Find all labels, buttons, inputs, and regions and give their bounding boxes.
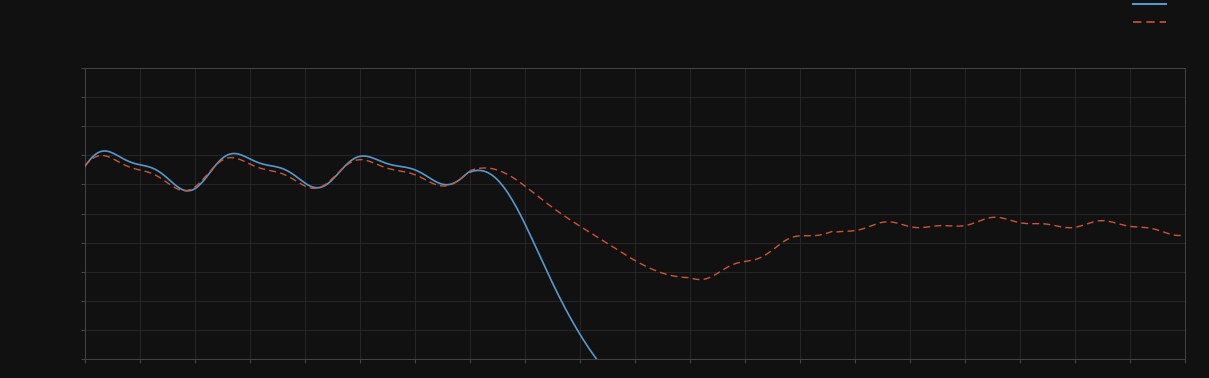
Legend: , : ,: [1128, 0, 1179, 33]
